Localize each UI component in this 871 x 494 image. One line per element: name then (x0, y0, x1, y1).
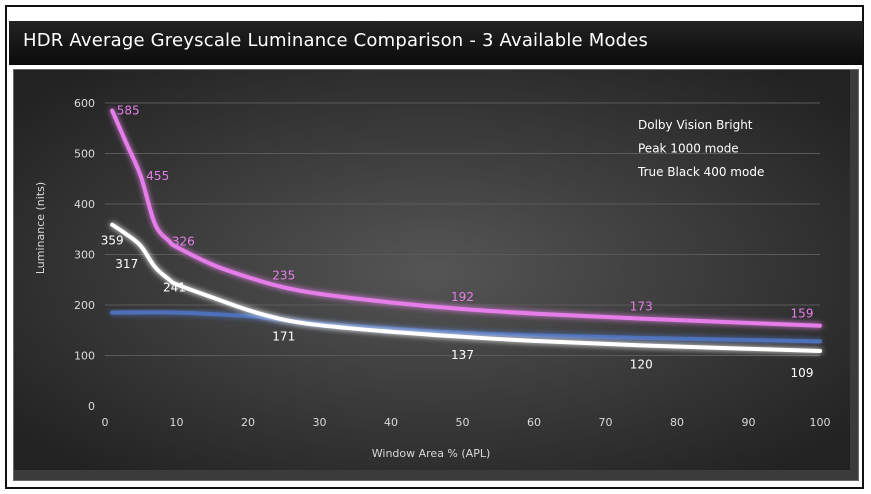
data-label: 159 (791, 307, 814, 321)
x-axis-title: Window Area % (APL) (372, 447, 491, 460)
data-label: 109 (791, 366, 814, 380)
x-tick-label: 70 (599, 416, 613, 429)
x-tick-label: 30 (313, 416, 327, 429)
data-label: 241 (163, 280, 186, 294)
data-labels: 585 455 326 235 192 173 159 359 317 241 171 137 120 1… (101, 104, 814, 380)
x-axis-ticks: 0 10 20 30 40 50 60 70 80 90 100 (102, 416, 831, 429)
y-tick-label: 0 (88, 400, 95, 413)
y-axis-ticks: 0 100 200 300 400 500 600 (74, 97, 95, 413)
series-lines (110, 108, 822, 353)
series-line-2 (110, 310, 822, 344)
grid-lines (105, 102, 820, 356)
legend-label: True Black 400 mode (637, 165, 764, 179)
data-label: 317 (115, 257, 138, 271)
data-label: 455 (146, 169, 169, 183)
y-tick-label: 100 (74, 350, 95, 363)
y-tick-label: 600 (74, 97, 95, 110)
x-tick-label: 50 (456, 416, 470, 429)
data-label: 171 (272, 330, 295, 344)
x-tick-label: 10 (170, 416, 184, 429)
data-label: 359 (101, 234, 124, 248)
x-tick-label: 0 (102, 416, 109, 429)
series-line-0 (110, 108, 822, 328)
y-tick-label: 400 (74, 198, 95, 211)
x-tick-label: 20 (241, 416, 255, 429)
x-tick-label: 40 (384, 416, 398, 429)
data-label: 173 (630, 300, 653, 314)
y-axis-title: Luminance (nits) (34, 182, 47, 274)
y-tick-label: 500 (74, 148, 95, 161)
series-line-1 (110, 222, 822, 353)
data-label: 137 (451, 348, 474, 362)
data-label: 120 (630, 357, 653, 371)
data-label: 235 (272, 268, 295, 282)
legend-label: Peak 1000 mode (638, 142, 739, 156)
chart-title-bar: HDR Average Greyscale Luminance Comparis… (9, 21, 863, 65)
x-tick-label: 60 (527, 416, 541, 429)
plot-background (14, 70, 850, 470)
legend-label: Dolby Vision Bright (638, 118, 753, 132)
chart-title: HDR Average Greyscale Luminance Comparis… (23, 30, 649, 51)
data-label: 326 (172, 234, 195, 248)
x-tick-label: 100 (810, 416, 831, 429)
data-label: 192 (451, 290, 474, 304)
y-tick-label: 200 (74, 299, 95, 312)
x-tick-label: 80 (670, 416, 684, 429)
legend: Dolby Vision Bright Peak 1000 mode True Bl… (606, 118, 764, 179)
x-tick-label: 90 (742, 416, 756, 429)
data-label: 585 (117, 104, 140, 118)
y-tick-label: 300 (74, 249, 95, 262)
